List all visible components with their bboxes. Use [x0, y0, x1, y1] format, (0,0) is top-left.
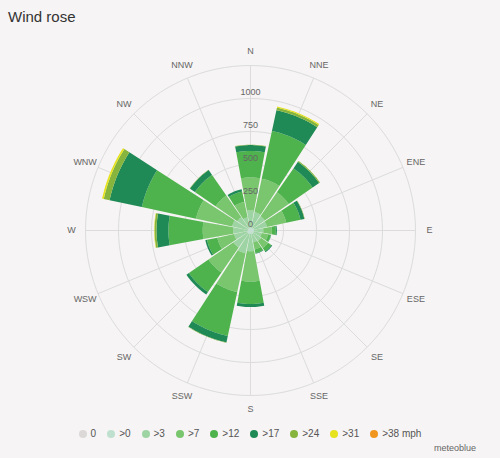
svg-text:0: 0: [248, 219, 253, 229]
svg-text:S: S: [247, 404, 253, 414]
html-text:>31: >31: [342, 428, 360, 439]
html-text:>7: >7: [187, 428, 200, 439]
svg-text:NE: NE: [371, 99, 384, 109]
svg-text:250: 250: [243, 186, 258, 196]
svg-text:ESE: ESE: [407, 294, 425, 304]
html-text:>3: >3: [153, 428, 165, 439]
html-text:>38 mph: >38 mph: [382, 428, 422, 439]
svg-text:750: 750: [243, 120, 258, 130]
svg-text:WSW: WSW: [74, 294, 97, 304]
svg-text:NW: NW: [116, 99, 131, 109]
svg-text:1000: 1000: [240, 87, 260, 97]
svg-text:E: E: [426, 225, 432, 235]
svg-text:NNW: NNW: [171, 60, 193, 70]
svg-text:NNE: NNE: [309, 60, 328, 70]
html-text:>0: >0: [119, 428, 131, 439]
html-text:Wind rose: Wind rose: [8, 8, 76, 25]
svg-text:SW: SW: [117, 352, 132, 362]
html-text:>24: >24: [302, 428, 320, 439]
svg-text:ENE: ENE: [407, 157, 426, 167]
svg-text:N: N: [247, 46, 254, 56]
html-text:meteoblue: meteoblue: [434, 443, 476, 453]
svg-text:SE: SE: [371, 352, 383, 362]
svg-text:SSW: SSW: [172, 391, 193, 401]
html-text:>17: >17: [262, 428, 280, 439]
svg-text:WNW: WNW: [73, 157, 97, 167]
svg-text:SSE: SSE: [310, 391, 328, 401]
svg-text:500: 500: [243, 153, 258, 163]
html-text:>12: >12: [222, 428, 240, 439]
svg-text:W: W: [67, 225, 76, 235]
html-text:0: 0: [90, 428, 97, 439]
